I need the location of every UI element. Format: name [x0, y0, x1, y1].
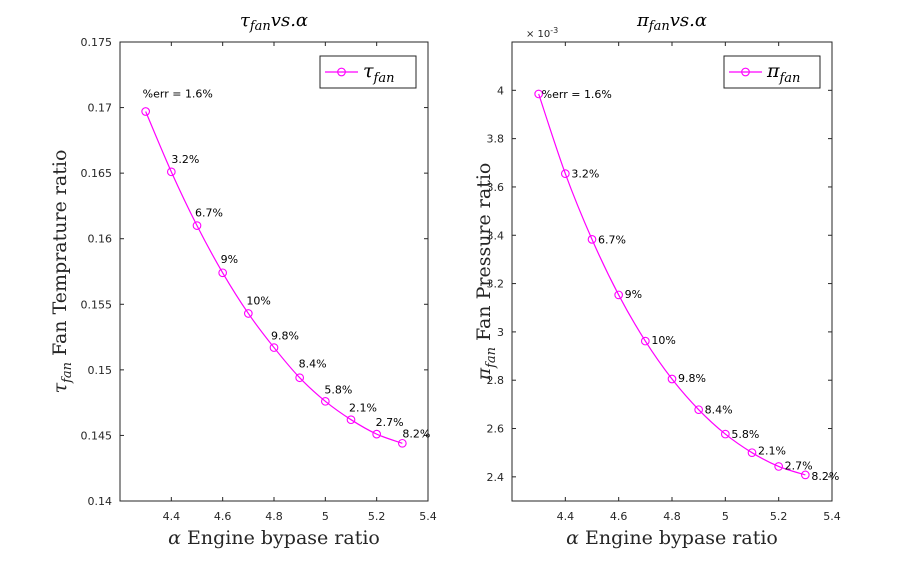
- x-axis-label: α Engine bypase ratio: [168, 527, 380, 549]
- y-tick-label: 0.16: [88, 233, 113, 246]
- data-annotation: 3.2%: [571, 168, 599, 181]
- data-point: [218, 268, 228, 278]
- y-tick-label: 3: [497, 326, 504, 339]
- y-tick-label: 0.17: [88, 102, 113, 115]
- x-axis-label: α Engine bypase ratio: [566, 527, 778, 549]
- y-tick-label: 2.8: [487, 374, 505, 387]
- data-annotation: 8.2%: [811, 470, 839, 483]
- y-tick-label: 0.175: [81, 36, 113, 49]
- y-tick-label: 0.15: [88, 364, 113, 377]
- data-annotation: 5.8%: [731, 428, 759, 441]
- data-point: [166, 167, 176, 177]
- data-annotation: 10%: [246, 294, 270, 307]
- y-tick-label: 3.6: [487, 181, 505, 194]
- data-annotation: 6.7%: [598, 233, 626, 246]
- data-point: [774, 462, 784, 471]
- data-annotation: 5.8%: [324, 383, 352, 396]
- legend-label: τfan: [363, 60, 394, 86]
- data-annotation: 9.8%: [678, 372, 706, 385]
- data-point: [192, 221, 202, 230]
- x-tick-label: 4.8: [663, 510, 681, 523]
- y-tick-label: 0.165: [81, 167, 113, 180]
- data-annotation: 8.4%: [299, 358, 327, 371]
- legend-marker: [741, 67, 750, 77]
- y-tick-label: 2.6: [487, 423, 505, 436]
- data-annotation: 2.7%: [785, 459, 813, 472]
- data-point: [640, 336, 650, 346]
- data-annotation: %err = 1.6%: [542, 88, 612, 101]
- x-tick-label: 5: [322, 510, 329, 523]
- data-annotation: 8.4%: [705, 404, 733, 417]
- data-point: [397, 438, 407, 448]
- data-annotation: %err = 1.6%: [143, 88, 213, 101]
- chart-title: πfanvs.α: [636, 10, 707, 34]
- legend-box: [319, 55, 417, 89]
- data-point: [320, 396, 330, 406]
- data-point: [141, 107, 151, 116]
- y-tick-label: 0.14: [88, 495, 113, 508]
- data-point: [295, 373, 305, 383]
- y-tick-label: 0.145: [81, 429, 113, 442]
- x-tick-label: 4.6: [214, 510, 232, 523]
- y-tick-label: 0.155: [81, 298, 113, 311]
- data-annotation: 9%: [221, 253, 238, 266]
- x-tick-label: 5.2: [770, 510, 788, 523]
- data-point: [694, 405, 704, 415]
- plot-area: [119, 41, 429, 502]
- legend: τfan: [319, 55, 417, 89]
- x-tick-label: 5.4: [419, 510, 437, 523]
- data-point: [534, 89, 544, 99]
- data-point: [747, 448, 757, 458]
- y-axis-exponent: × 10-3: [526, 26, 558, 40]
- y-tick-label: 4: [497, 84, 504, 97]
- y-tick-label: 3.4: [487, 229, 505, 242]
- x-tick-label: 5: [722, 510, 729, 523]
- data-point: [243, 309, 253, 318]
- x-tick-label: 4.6: [610, 510, 628, 523]
- chart-panel-1: 4.4 4.6 4.8 5 5.2 5.4 0.14 0.145 0.15 0.155 0.16 0.…: [49, 10, 437, 549]
- data-point: [614, 290, 624, 300]
- x-tick-label: 5.4: [823, 510, 841, 523]
- x-tick-label: 4.8: [265, 510, 283, 523]
- data-annotation: 2.7%: [376, 416, 404, 429]
- data-annotation: 2.1%: [758, 445, 786, 458]
- data-annotation: 2.1%: [349, 402, 377, 415]
- x-tick-label: 5.2: [368, 510, 386, 523]
- series-line-1: [145, 111, 403, 444]
- data-point: [560, 169, 570, 179]
- data-point: [667, 374, 677, 384]
- chart-panel-2: 4.4 4.6 4.8 5 5.2 5.4 2.4 2.6 2.8 3 3.2 3.4 3.6 3.8 4 ×…: [473, 10, 841, 549]
- series-line-1: [538, 93, 806, 476]
- legend-marker: [337, 67, 346, 77]
- data-annotation: 6.7%: [195, 207, 223, 220]
- data-annotation: 10%: [651, 334, 675, 347]
- x-tick-label: 4.4: [163, 510, 181, 523]
- data-point: [720, 429, 730, 439]
- x-tick-label: 4.4: [557, 510, 575, 523]
- data-annotation: 9%: [625, 288, 642, 301]
- data-annotation: 8.2%: [402, 427, 430, 440]
- data-point: [346, 415, 356, 425]
- legend: πfan: [723, 55, 821, 89]
- y-axis-label: τfan Fan Temprature ratio: [49, 150, 75, 394]
- plot-area: [511, 41, 833, 502]
- y-tick-label: 3.8: [487, 133, 505, 146]
- chart-title: τfanvs.α: [240, 10, 308, 34]
- y-tick-label: 2.4: [487, 471, 505, 484]
- y-axis-label: πfan Fan Pressure ratio: [473, 163, 499, 382]
- data-annotation: 3.2%: [171, 153, 199, 166]
- data-annotation: 9.8%: [271, 330, 299, 343]
- data-point: [587, 235, 597, 244]
- y-tick-label: 3.2: [487, 278, 505, 291]
- data-point: [269, 343, 279, 352]
- data-point: [800, 470, 810, 480]
- legend-label: πfan: [766, 60, 800, 86]
- data-point: [372, 429, 382, 439]
